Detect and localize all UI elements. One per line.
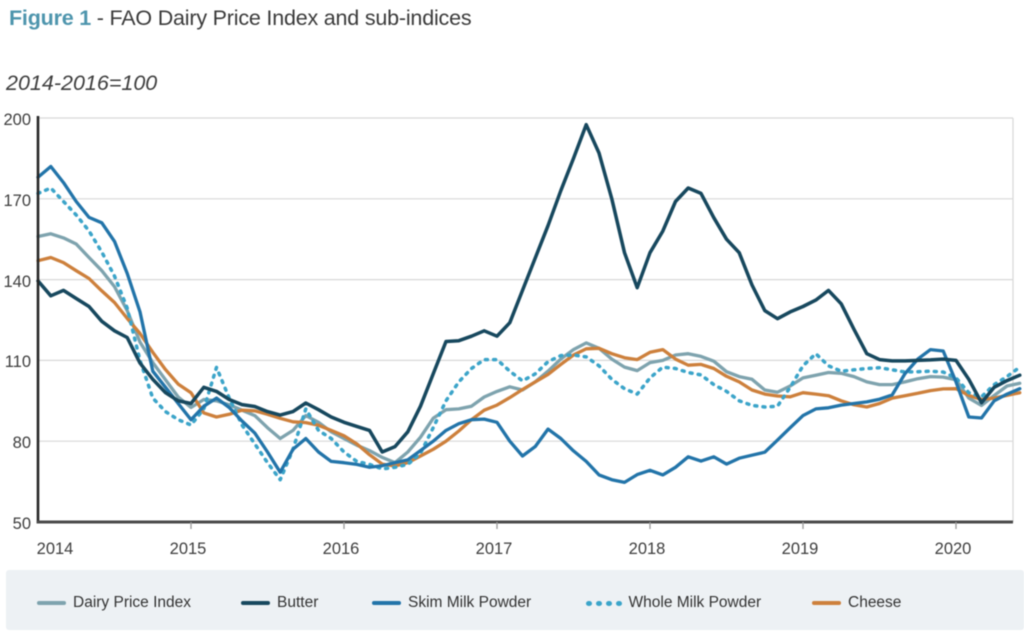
svg-text:170: 170 [3,192,31,210]
svg-text:2014: 2014 [37,540,74,558]
svg-text:2019: 2019 [782,540,819,558]
svg-text:200: 200 [3,111,31,129]
svg-text:50: 50 [13,515,31,533]
svg-text:140: 140 [3,273,31,291]
svg-text:2018: 2018 [629,540,666,558]
svg-text:2020: 2020 [935,540,972,558]
svg-text:2016: 2016 [323,540,360,558]
svg-text:2015: 2015 [170,540,207,558]
svg-text:2017: 2017 [476,540,513,558]
svg-text:80: 80 [13,434,31,452]
svg-text:110: 110 [5,353,31,371]
